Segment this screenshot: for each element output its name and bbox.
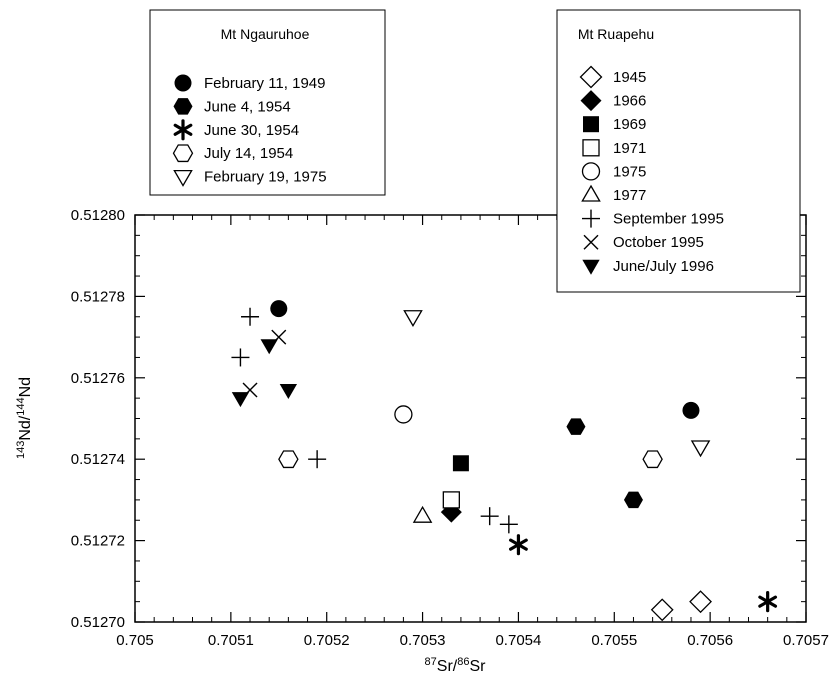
- legend-marker-open-triangle-down: [173, 169, 193, 187]
- x-tick-label: 0.7054: [495, 632, 541, 649]
- legend-entry-label: February 19, 1975: [204, 169, 327, 186]
- data-point-plus: [308, 450, 327, 469]
- legend-marker-cross: [583, 234, 599, 250]
- data-point-plus: [241, 307, 260, 326]
- legend-marker-filled-square: [583, 116, 599, 133]
- data-point-filled-triangle-down: [260, 339, 278, 355]
- x-tick-label: 0.7057: [783, 632, 829, 649]
- legend-ngauruhoe-title: Mt Ngauruhoe: [221, 26, 310, 42]
- x-tick-label: 0.7056: [687, 632, 733, 649]
- x-tick-label: 0.705: [116, 632, 154, 649]
- data-point-open-circle: [394, 405, 413, 424]
- y-tick-label: 0.51272: [71, 533, 125, 550]
- y-tick-label: 0.51270: [71, 614, 125, 631]
- legend-marker-open-triangle-up: [581, 184, 601, 202]
- data-point-open-hexagon: [278, 450, 299, 469]
- legend-marker-asterisk: [173, 119, 193, 141]
- legend-entry-label: October 1995: [613, 234, 704, 251]
- legend-marker-open-circle: [581, 162, 601, 181]
- legend-entry-label: 1945: [613, 69, 646, 86]
- data-point-plus: [480, 507, 499, 526]
- legend-marker-open-hexagon: [172, 144, 194, 163]
- data-point-filled-circle: [270, 300, 288, 318]
- legend-entry-label: February 11, 1949: [204, 75, 325, 92]
- data-point-open-square: [442, 491, 460, 509]
- legend-ruapehu-title: Mt Ruapehu: [578, 26, 654, 42]
- y-tick-label: 0.51276: [71, 370, 125, 387]
- y-tick-label: 0.51280: [71, 207, 125, 224]
- data-point-filled-triangle-down: [279, 384, 298, 400]
- x-tick-label: 0.7051: [208, 632, 254, 649]
- data-point-plus: [499, 515, 518, 534]
- axis-tick-labels: 0.705 0.7051 0.7052 0.7053 0.7054 0.7055 0.705…: [71, 207, 829, 649]
- data-point-filled-hexagon: [623, 491, 643, 509]
- legend-entry-label: June 4, 1954: [204, 98, 291, 115]
- legend-entry-label: 1966: [613, 93, 646, 110]
- legend-entry-label: September 1995: [613, 211, 724, 228]
- data-points: [231, 300, 778, 622]
- y-tick-label: 0.51278: [71, 288, 125, 305]
- legend-entry-label: June 30, 1954: [204, 122, 299, 139]
- data-point-open-triangle-up: [412, 505, 433, 523]
- axis-ticks: [134, 214, 807, 623]
- legend-entry-label: June/July 1996: [613, 258, 714, 275]
- x-axis-label: 87Sr/86Sr: [425, 656, 487, 675]
- legend-ruapehu: Mt Ruapehu 1945 1966 1969 1971 1975 1977 Septe…: [556, 9, 801, 293]
- legend-marker-filled-triangle-down: [582, 259, 600, 275]
- y-axis-label: 143Nd/144Nd: [15, 377, 34, 459]
- legend-entry-label: 1975: [613, 163, 646, 180]
- legend-marker-open-diamond: [579, 65, 603, 89]
- data-point-open-diamond: [650, 598, 674, 622]
- x-tick-label: 0.7053: [400, 632, 446, 649]
- data-point-open-triangle-down: [690, 440, 711, 458]
- data-point-plus: [231, 348, 250, 367]
- data-point-filled-triangle-down: [231, 392, 250, 408]
- legend-ngauruhoe: Mt Ngauruhoe February 11, 1949 June 4, 19…: [149, 9, 386, 196]
- legend-entry-label: 1977: [613, 187, 646, 204]
- legend-marker-plus: [582, 209, 600, 228]
- legend-marker-filled-hexagon: [173, 98, 193, 115]
- x-tick-label: 0.7052: [304, 632, 350, 649]
- y-tick-label: 0.51274: [71, 451, 125, 468]
- legend-entry-label: July 14, 1954: [204, 145, 293, 162]
- data-point-filled-hexagon: [566, 418, 586, 435]
- data-point-asterisk: [509, 534, 528, 556]
- data-point-open-triangle-down: [403, 310, 423, 328]
- legend-marker-filled-diamond: [580, 90, 602, 112]
- data-point-open-hexagon: [642, 450, 663, 469]
- data-point-filled-circle: [682, 401, 700, 419]
- legend-entry-label: 1971: [613, 140, 646, 157]
- legend-marker-filled-circle: [174, 74, 192, 92]
- legend-marker-open-square: [582, 139, 600, 157]
- data-point-filled-square: [452, 455, 469, 472]
- x-tick-label: 0.7055: [591, 632, 637, 649]
- data-point-asterisk: [758, 591, 778, 613]
- data-point-open-diamond: [689, 590, 712, 614]
- legend-entry-label: 1969: [613, 116, 646, 133]
